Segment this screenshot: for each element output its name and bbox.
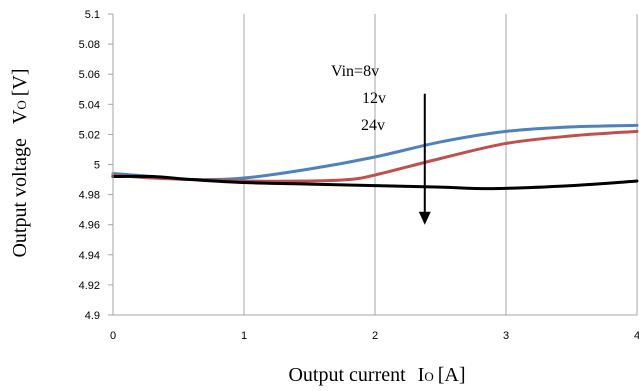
x-tick-label-2: 2 [372,330,378,342]
x-axis-title: Output current IO [A] [288,364,465,386]
x-tick-label-3: 3 [503,330,509,342]
y-axis-title: Output voltageVO[V] [9,68,31,257]
y-tick-label-1: 4.92 [79,280,100,292]
grid [112,14,638,315]
y-tick-label-7: 5.04 [79,99,100,111]
series-group [111,123,639,191]
y-tick-label-8: 5.06 [79,69,100,81]
y-tick-label-2: 4.94 [79,250,100,262]
annotation-vin-8v: Vin=8v [331,63,379,80]
y-tick-label-0: 4.9 [85,310,100,322]
annotation-arrow-head [418,211,431,225]
axes [108,13,637,316]
y-tick-labels: 4.9 4.92 4.94 4.96 4.98 5 5.02 5.04 5.06 5.08 5.1 [79,9,100,322]
y-tick-label-4: 4.98 [79,190,100,202]
x-tick-labels: 0 1 2 3 4 [110,330,639,342]
y-tick-label-6: 5.02 [79,129,100,141]
annotation-12v: 12v [362,90,386,107]
y-tick-label-9: 5.08 [79,39,100,51]
annotation-24v: 24v [361,117,385,134]
y-tick-label-5: 5 [94,160,100,172]
annotation-group: Vin=8v 12v 24v [331,63,431,225]
x-tick-label-0: 0 [110,330,116,342]
x-tick-label-1: 1 [241,330,247,342]
series-line-vin-24v [111,174,639,191]
y-tick-label-3: 4.96 [79,220,100,232]
y-tick-label-10: 5.1 [85,9,100,21]
x-tick-label-4: 4 [634,330,639,342]
